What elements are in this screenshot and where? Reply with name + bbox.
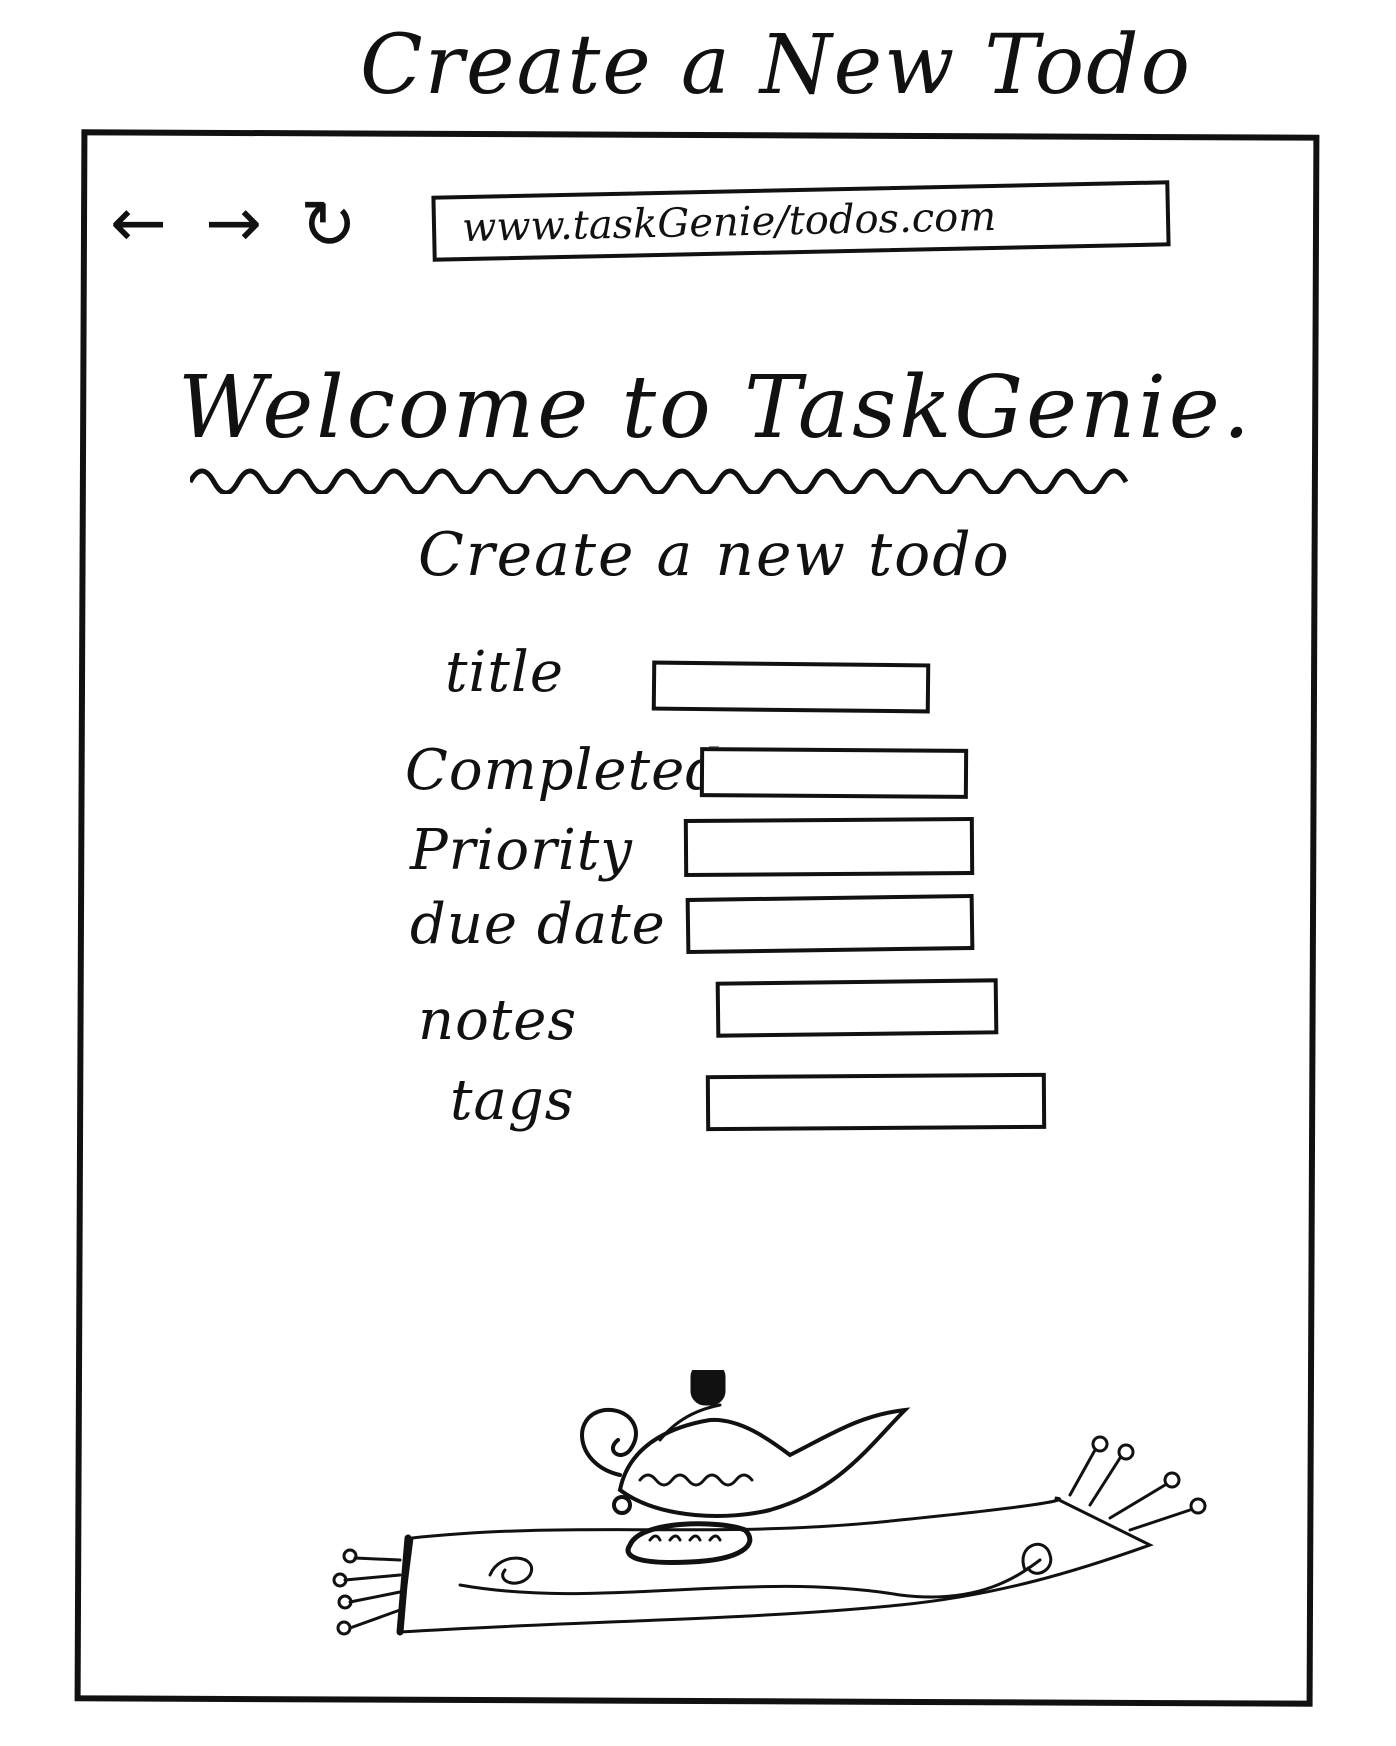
due-date-input[interactable] [685,893,975,955]
genie-lamp-carpet-icon [332,1370,1207,1636]
priority-input[interactable] [683,816,975,878]
form-title: Create a new todo [418,520,1011,590]
title-label: title [445,640,564,705]
tags-input[interactable] [705,1072,1047,1132]
notes-input[interactable] [715,978,999,1038]
reload-icon[interactable]: ↻ [300,186,357,265]
heading-underline-squiggle [190,468,1129,494]
url-text: www.taskGenie/todos.com [461,193,997,252]
notes-label: notes [418,988,578,1053]
welcome-heading: Welcome to TaskGenie. [178,358,1254,458]
completed-input[interactable] [699,747,969,799]
completed-label: Completed [405,738,723,803]
forward-arrow-icon[interactable]: → [205,184,262,263]
back-arrow-icon[interactable]: ← [110,184,167,263]
priority-label: Priority [410,818,633,883]
tags-label: tags [450,1068,575,1133]
due-date-label: due date [410,892,666,957]
title-input[interactable] [651,660,931,714]
sketch-title: Create a New Todo [360,18,1192,113]
